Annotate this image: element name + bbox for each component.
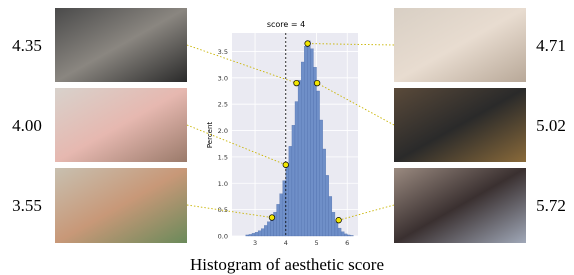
score-label: 4.00 <box>12 116 42 135</box>
histogram-bar <box>326 175 329 236</box>
histogram-bar <box>283 181 286 236</box>
figure: Histogram of aesthetic score score = 4 P… <box>0 0 574 275</box>
score-label: 3.55 <box>12 196 42 215</box>
chart-title: score = 4 <box>267 20 305 29</box>
histogram-bar <box>313 67 316 236</box>
histogram-bar <box>249 234 252 236</box>
score-label: 4.71 <box>536 36 566 55</box>
histogram-bar <box>252 233 255 236</box>
y-tick-label: 2.5 <box>218 101 228 109</box>
histogram-bar <box>347 235 350 236</box>
histogram-bar <box>246 235 249 236</box>
histogram-bar <box>332 212 335 236</box>
y-tick-label: 2.0 <box>218 127 228 135</box>
histogram-bar <box>289 146 292 236</box>
histogram-bar <box>255 232 258 236</box>
highlight-point <box>336 217 342 223</box>
highlight-point <box>269 215 275 221</box>
histogram-bar <box>264 225 267 236</box>
score-label: 5.72 <box>536 196 566 215</box>
histogram-bar <box>323 149 326 236</box>
y-axis-label: Percent <box>206 122 214 149</box>
highlight-point <box>314 80 320 86</box>
y-tick-label: 1.5 <box>218 153 228 161</box>
histogram-bar <box>317 91 320 236</box>
histogram-bar <box>267 222 270 236</box>
histogram-bar <box>350 235 353 236</box>
photo <box>394 8 526 82</box>
highlight-point <box>294 80 300 86</box>
histogram-bar <box>258 231 261 236</box>
caption: Histogram of aesthetic score <box>190 255 384 274</box>
histogram-bar <box>286 165 289 236</box>
histogram-bar <box>335 222 338 236</box>
histogram-bar <box>304 46 307 236</box>
histogram-bar <box>307 41 310 236</box>
y-tick-label: 1.0 <box>218 180 228 188</box>
histogram-bar <box>310 49 313 236</box>
photo <box>55 168 187 243</box>
histogram-bar <box>280 194 283 236</box>
histogram-bar <box>301 62 304 236</box>
histogram-bar <box>292 125 295 236</box>
photo <box>55 88 187 162</box>
histogram-bar <box>277 204 280 236</box>
photo <box>55 8 187 82</box>
x-tick-label: 4 <box>284 239 288 247</box>
highlight-point <box>305 41 311 47</box>
histogram-bar <box>341 232 344 236</box>
histogram-bar <box>295 102 298 236</box>
photo <box>394 88 526 162</box>
histogram-bar <box>329 196 332 236</box>
highlight-point <box>283 162 289 168</box>
x-tick-label: 5 <box>314 239 318 247</box>
histogram-bar <box>261 229 264 236</box>
score-label: 4.35 <box>12 36 42 55</box>
histogram-bar <box>344 234 347 236</box>
page: Histogram of aesthetic score score = 4 P… <box>0 0 574 275</box>
x-tick-label: 3 <box>253 239 257 247</box>
photo <box>394 168 526 243</box>
y-tick-label: 0.0 <box>218 233 228 241</box>
score-label: 5.02 <box>536 116 566 135</box>
y-tick-label: 3.0 <box>218 74 228 82</box>
x-tick-label: 6 <box>345 239 349 247</box>
histogram-bar <box>338 228 341 236</box>
histogram-bar <box>320 120 323 236</box>
y-tick-label: 3.5 <box>218 48 228 56</box>
histogram-bar <box>298 80 301 236</box>
